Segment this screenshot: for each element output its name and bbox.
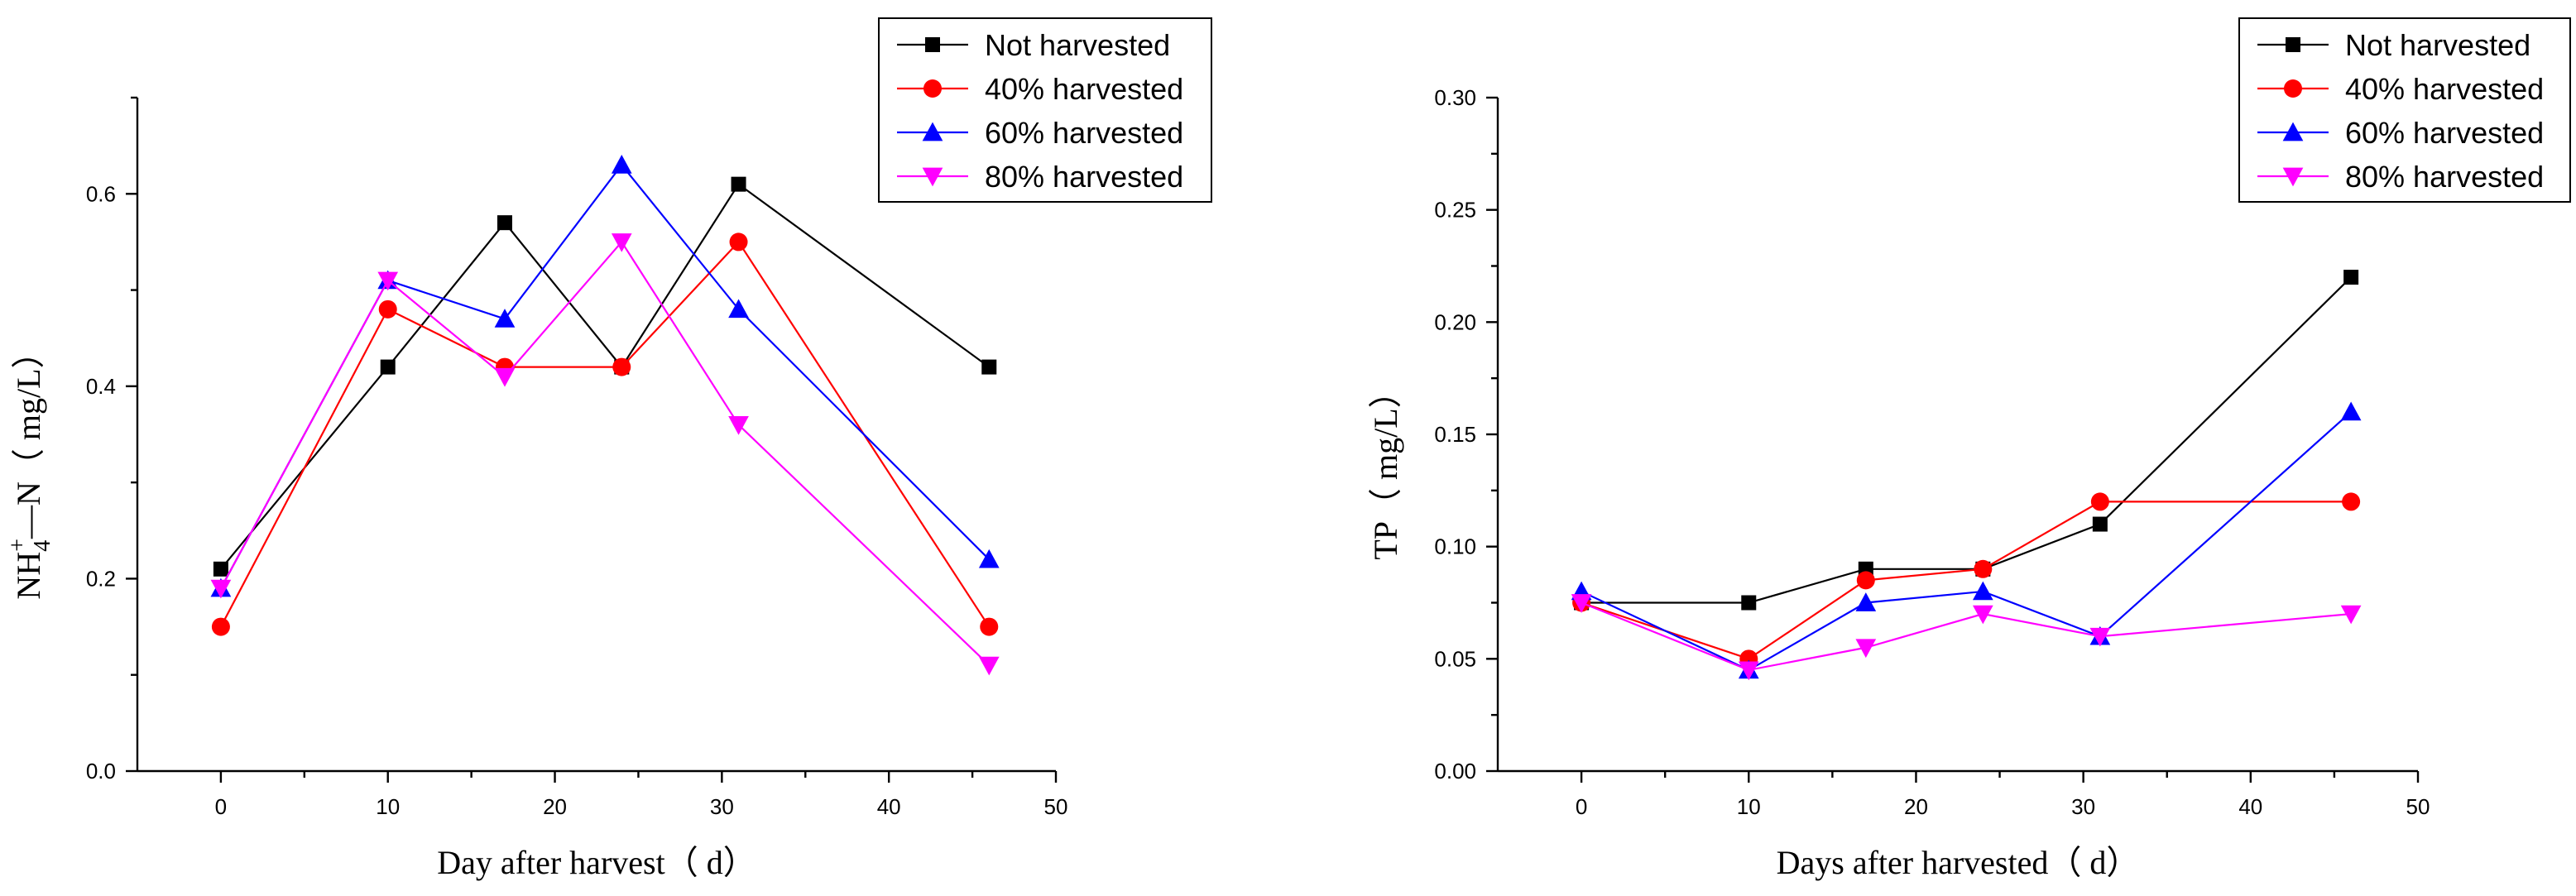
legend-label: 80% harvested xyxy=(2345,160,2544,194)
data-point xyxy=(1856,571,1875,590)
data-point xyxy=(981,359,997,375)
legend-label: 40% harvested xyxy=(985,72,1183,106)
y-axis-title: NH4+—N（ mg/L） xyxy=(5,335,55,599)
data-point xyxy=(380,359,396,375)
data-point xyxy=(731,176,746,192)
chart-ammonium: 0 10 20 30 40 50 0.0 0.2 0.4 0.6 Day after harvest… xyxy=(5,17,1212,881)
legend-label: 80% harvested xyxy=(985,160,1183,194)
data-point xyxy=(2090,492,2109,511)
data-point xyxy=(1571,594,1592,613)
y-tick-label: 0.2 xyxy=(86,566,116,591)
y-tick-label: 0.25 xyxy=(1434,198,1476,223)
data-point xyxy=(1855,592,1877,611)
data-point xyxy=(2092,516,2108,532)
data-point xyxy=(378,299,397,319)
x-axis-title: Days after harvested（ d） xyxy=(1777,844,2140,881)
data-point xyxy=(213,561,228,577)
legend-marker xyxy=(2284,79,2302,98)
y-tick-label: 0.05 xyxy=(1434,646,1476,671)
legend-label: 60% harvested xyxy=(985,116,1183,150)
data-point xyxy=(1972,605,1993,625)
series-line-1 xyxy=(1581,276,2352,604)
y-tick-label: 0.10 xyxy=(1434,534,1476,559)
series-line-1 xyxy=(220,183,990,570)
data-point xyxy=(494,367,516,387)
data-point xyxy=(729,232,748,252)
x-tick-label: 30 xyxy=(710,794,734,819)
data-point xyxy=(210,579,232,599)
chart-total-phosphorus: 0 10 20 30 40 50 0.00 0.05 0.10 0.15 0.20 0.25 0.30 D… xyxy=(1367,17,2571,881)
data-point xyxy=(978,656,1000,676)
x-tick-label: 10 xyxy=(376,794,400,819)
x-tick-label: 10 xyxy=(1737,794,1761,819)
data-point xyxy=(2089,627,2111,647)
x-tick-label: 0 xyxy=(1576,794,1587,819)
series-line-4 xyxy=(1581,601,2352,672)
legend-marker xyxy=(925,37,940,52)
x-axis-title: Day after harvest（ d） xyxy=(437,844,756,881)
y-tick-label: 0.4 xyxy=(86,374,116,399)
data-point xyxy=(1738,661,1759,681)
legend-marker xyxy=(2282,167,2304,187)
series-line-3 xyxy=(1581,411,2352,672)
y-tick-label: 0.6 xyxy=(86,181,116,206)
data-point xyxy=(611,233,632,252)
y-tick-label: 0.0 xyxy=(86,759,116,783)
y-tick-label: 0.20 xyxy=(1434,309,1476,334)
x-tick-label: 30 xyxy=(2071,794,2095,819)
y-tick-label: 0.30 xyxy=(1434,85,1476,110)
legend-marker xyxy=(2286,37,2300,52)
legend-marker xyxy=(2282,122,2304,141)
legend: Not harvested 40% harvested 60% harvested 8… xyxy=(2238,17,2571,203)
data-point xyxy=(728,299,749,319)
data-point xyxy=(497,215,512,231)
x-tick-label: 50 xyxy=(2406,794,2430,819)
x-tick-label: 20 xyxy=(543,794,567,819)
data-point xyxy=(611,155,632,174)
x-tick-label: 50 xyxy=(1044,794,1068,819)
legend-marker xyxy=(922,122,943,141)
data-point xyxy=(1972,581,1993,601)
data-point xyxy=(978,549,1000,568)
data-point xyxy=(1855,639,1877,659)
y-tick-label: 0.15 xyxy=(1434,422,1476,447)
data-point xyxy=(728,416,749,435)
legend-label: Not harvested xyxy=(985,28,1170,62)
data-point xyxy=(2342,492,2361,511)
data-point xyxy=(494,309,516,328)
data-point xyxy=(2340,401,2362,421)
y-tick-label: 0.00 xyxy=(1434,759,1476,783)
legend-marker xyxy=(922,167,943,187)
data-point xyxy=(1741,595,1757,611)
x-tick-label: 40 xyxy=(877,794,901,819)
y-axis-title: TP（ mg/L） xyxy=(1367,375,1404,559)
legend-label: Not harvested xyxy=(2345,28,2530,62)
legend-label: 60% harvested xyxy=(2345,116,2544,150)
data-point xyxy=(2340,605,2362,625)
series-line-4 xyxy=(219,240,991,666)
data-point xyxy=(377,271,399,291)
legend: Not harvested 40% harvested 60% harvested 8… xyxy=(878,17,1212,203)
series-line-2 xyxy=(1581,501,2352,660)
data-point xyxy=(2343,270,2359,285)
data-point xyxy=(612,357,631,376)
data-point xyxy=(211,617,230,636)
legend-marker xyxy=(923,79,942,98)
x-tick-label: 40 xyxy=(2238,794,2262,819)
series-line-2 xyxy=(219,240,991,628)
data-point xyxy=(1974,559,1993,578)
data-point xyxy=(980,617,999,636)
x-tick-label: 20 xyxy=(1904,794,1928,819)
x-tick-label: 0 xyxy=(215,794,227,819)
legend-label: 40% harvested xyxy=(2345,72,2544,106)
